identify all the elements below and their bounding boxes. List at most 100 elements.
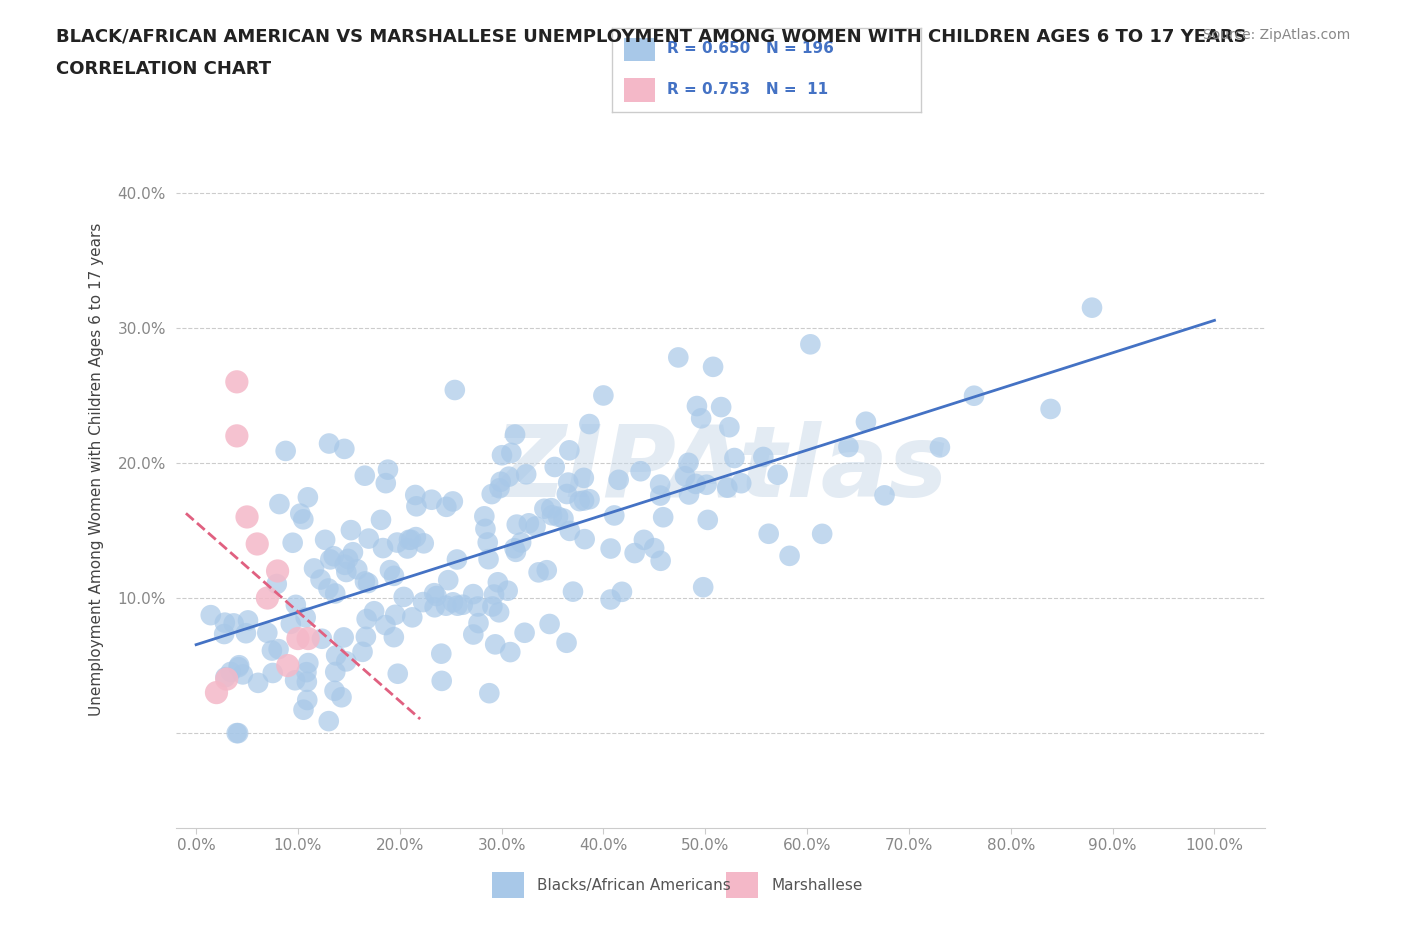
Point — [446, 552, 468, 567]
Point — [547, 510, 569, 525]
Point — [558, 524, 581, 538]
Point — [295, 665, 318, 680]
Point — [441, 494, 464, 509]
Point — [352, 644, 374, 659]
Point — [555, 486, 578, 501]
Point — [696, 512, 718, 527]
Point — [643, 540, 665, 555]
Point — [274, 444, 297, 458]
Point — [666, 350, 689, 365]
Point — [678, 456, 700, 471]
Point — [294, 610, 316, 625]
Point — [443, 382, 465, 397]
Point — [354, 630, 377, 644]
Point — [323, 586, 346, 601]
Point — [319, 551, 342, 566]
Point — [323, 684, 346, 698]
Point — [318, 436, 340, 451]
Point — [538, 617, 561, 631]
Point — [284, 597, 307, 612]
Point — [498, 470, 520, 485]
Point — [474, 522, 496, 537]
Point — [399, 532, 422, 547]
Point — [309, 572, 332, 587]
Bar — [492, 872, 523, 898]
Point — [630, 464, 652, 479]
Point — [472, 509, 495, 524]
Point — [382, 630, 405, 644]
Point — [430, 646, 453, 661]
Point — [340, 523, 363, 538]
Point — [225, 725, 247, 740]
Point — [246, 537, 269, 551]
Point — [292, 512, 315, 526]
Point — [314, 532, 336, 547]
Point — [405, 498, 427, 513]
Point — [505, 544, 527, 559]
Point — [297, 693, 319, 708]
Point — [398, 532, 420, 547]
Point — [557, 475, 579, 490]
Point — [235, 626, 257, 641]
Point — [378, 563, 401, 578]
Point — [205, 685, 228, 700]
Point — [496, 583, 519, 598]
Point — [481, 599, 503, 614]
Point — [222, 616, 245, 631]
Point — [377, 462, 399, 477]
Text: Source: ZipAtlas.com: Source: ZipAtlas.com — [1202, 28, 1350, 42]
Point — [266, 564, 288, 578]
Point — [357, 576, 380, 591]
Point — [401, 610, 423, 625]
Point — [723, 451, 745, 466]
Point — [292, 702, 315, 717]
Point — [678, 487, 700, 502]
Point — [568, 494, 591, 509]
Point — [297, 656, 319, 671]
Point — [335, 565, 357, 579]
Point — [370, 512, 392, 527]
Point — [488, 604, 510, 619]
Point — [811, 526, 834, 541]
Text: ZIPAtlas: ZIPAtlas — [494, 421, 948, 518]
Bar — [725, 872, 758, 898]
Point — [506, 517, 529, 532]
Point — [423, 600, 446, 615]
Point — [446, 598, 468, 613]
Point — [371, 540, 394, 555]
Point — [256, 591, 278, 605]
Point — [405, 530, 427, 545]
Point — [540, 500, 562, 515]
Point — [236, 613, 259, 628]
Point — [284, 672, 307, 687]
Point — [404, 487, 426, 502]
Point — [1039, 402, 1062, 417]
Point — [262, 666, 284, 681]
Point — [346, 562, 368, 577]
Point — [277, 658, 299, 673]
Point — [799, 337, 821, 352]
Point — [553, 512, 575, 526]
Point — [412, 536, 434, 551]
Point — [225, 429, 247, 444]
Point — [225, 375, 247, 390]
Point — [374, 476, 396, 491]
Point — [779, 549, 801, 564]
Text: R = 0.650   N = 196: R = 0.650 N = 196 — [668, 41, 834, 57]
Point — [513, 625, 536, 640]
Point — [558, 443, 581, 458]
Point — [266, 577, 288, 591]
Point — [574, 532, 596, 547]
Point — [425, 589, 447, 604]
Point — [392, 590, 415, 604]
Point — [267, 642, 290, 657]
Point — [467, 599, 489, 614]
Point — [503, 541, 526, 556]
Point — [623, 546, 645, 561]
Point — [544, 459, 567, 474]
Point — [322, 549, 344, 564]
Point — [652, 510, 675, 525]
Point — [503, 427, 526, 442]
Point — [363, 604, 385, 618]
Point — [214, 616, 236, 631]
